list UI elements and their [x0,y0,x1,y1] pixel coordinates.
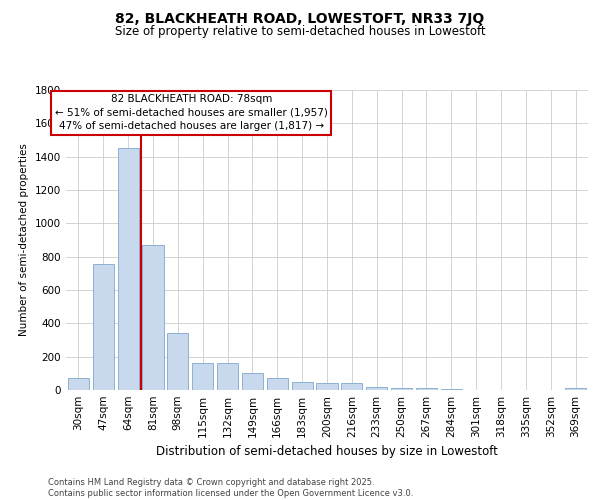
Bar [565,388,586,390]
Text: Contains HM Land Registry data © Crown copyright and database right 2025.
Contai: Contains HM Land Registry data © Crown c… [48,478,413,498]
Bar [316,384,338,390]
Bar [366,386,387,390]
Bar [68,378,89,390]
Text: 82, BLACKHEATH ROAD, LOWESTOFT, NR33 7JQ: 82, BLACKHEATH ROAD, LOWESTOFT, NR33 7JQ [115,12,485,26]
Bar [441,389,462,390]
Bar [217,364,238,390]
Bar [416,388,437,390]
Bar [267,378,288,390]
Bar [242,374,263,390]
Bar [292,382,313,390]
Bar [391,388,412,390]
Bar [192,364,213,390]
Bar [167,334,188,390]
Bar [118,148,139,390]
X-axis label: Distribution of semi-detached houses by size in Lowestoft: Distribution of semi-detached houses by … [156,446,498,458]
Bar [142,245,164,390]
Text: Size of property relative to semi-detached houses in Lowestoft: Size of property relative to semi-detach… [115,25,485,38]
Bar [341,384,362,390]
Bar [93,264,114,390]
Text: 82 BLACKHEATH ROAD: 78sqm
← 51% of semi-detached houses are smaller (1,957)
47% : 82 BLACKHEATH ROAD: 78sqm ← 51% of semi-… [55,94,328,131]
Y-axis label: Number of semi-detached properties: Number of semi-detached properties [19,144,29,336]
